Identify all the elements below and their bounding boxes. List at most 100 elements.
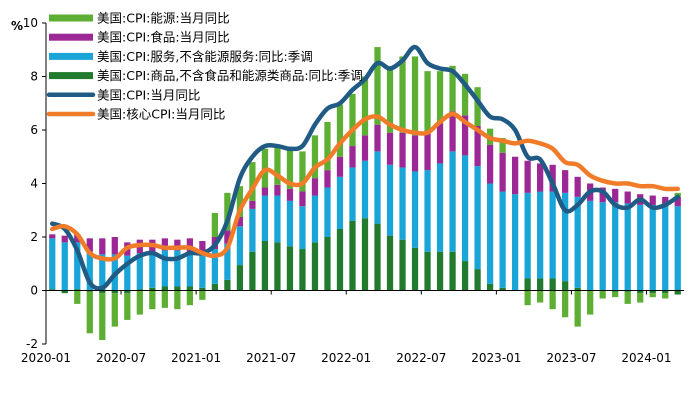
bar-segment [361,76,369,136]
bar-segment [662,293,669,299]
bar-segment [411,56,419,136]
bar-segment [386,68,394,133]
x-tick-label: 2023-01 [471,351,521,365]
legend: 美国:CPI:能源:当月同比美国:CPI:食品:当月同比美国:CPI:服务,不含… [46,11,363,122]
bar-segment [361,218,369,291]
bar-segment [424,71,431,133]
legend-label: 美国:CPI:当月同比 [97,87,200,102]
bar-segment [324,187,331,237]
bar-segment [274,184,281,196]
bar-segment [449,111,456,152]
bar-segment [511,194,519,291]
bar-segment [599,202,606,291]
bar-segment [637,290,644,294]
bar-segment [524,278,531,291]
bar-segment [299,151,306,192]
bar-segment [612,188,619,203]
bar-segment [624,191,631,204]
bar-segment [674,196,681,207]
bar-segment [224,192,231,231]
bar-segment [174,286,181,291]
bar-segment [236,216,244,227]
bar-segment [274,195,281,243]
bar-segment [311,178,319,196]
bar-segment [299,206,306,250]
bar-segment [549,191,556,279]
bar-segment [662,290,669,294]
bar-segment [537,278,544,291]
bar-segment [474,125,481,167]
bar-segment [486,183,494,284]
bar-segment [186,290,193,306]
bar-segment [474,269,481,291]
bar-segment [436,71,444,124]
bar-segment [111,290,118,294]
y-tick-label: 4 [30,177,38,191]
bar-segment [86,251,93,291]
bar-segment [61,290,68,294]
bar-segment [324,237,331,291]
bar-segment [136,253,143,290]
bar-segment [86,291,93,334]
bar-segment [599,290,606,299]
bar-segment [261,195,269,242]
bar-segment [99,254,106,291]
bar-segment [474,166,481,270]
legend-label: 美国:CPI:商品,不含食品和能源类商品:同比:季调 [97,68,363,83]
x-tick-label: 2022-01 [321,351,371,365]
bar-segment [486,283,494,291]
bar-segment [174,290,181,310]
bar-segment [161,250,168,287]
bar-segment [236,265,244,291]
y-axis-unit-label: % [11,19,23,33]
bar-segment [199,253,206,288]
bar-segment [211,249,219,284]
bar-segment [549,278,556,291]
bar-segment [349,146,356,168]
bar-segment [286,150,294,189]
bar-segment [574,176,581,197]
bar-segment [149,287,156,291]
bar-segment [249,200,256,209]
x-tick-label: 2021-01 [171,351,221,365]
bar-segment [311,195,319,243]
bar-segment [461,261,469,291]
bar-segment [336,104,344,157]
bar-segment [461,115,469,156]
y-tick-label: -2 [26,337,38,351]
bar-segment [537,163,544,192]
bar-segment [524,290,531,306]
bar-segment [174,250,181,287]
bar-segment [299,191,306,207]
bar-segment [537,290,544,303]
bar-segment [499,191,506,288]
legend-label: 美国:CPI:能源:当月同比 [97,11,230,26]
bar-segment [186,286,193,291]
bar-segment [649,195,656,205]
bar-segment [299,249,306,291]
bar-segment [411,171,419,248]
legend-label: 美国:CPI:服务,不含能源服务:同比:季调 [97,49,313,64]
bar-segment [374,151,381,224]
bar-segment [374,124,381,152]
y-tick-label: 8 [30,70,38,84]
bar-segment [449,151,456,252]
bar-segment [374,223,381,291]
legend-swatch [49,72,93,80]
bar-segment [511,156,519,195]
bar-segment [599,187,606,203]
bar-segment [211,212,219,237]
bar-segment [662,206,669,291]
bar-segment [99,238,106,255]
bar-segment [286,200,294,247]
bar-segment [574,287,581,291]
bar-segment [399,239,406,291]
bar-segment [261,187,269,196]
bar-segment [99,290,106,294]
bar-segment [349,167,356,221]
bar-segment [612,290,619,292]
legend-label: 美国:CPI:食品:当月同比 [97,30,230,45]
bar-segment [61,235,68,243]
bar-segment [424,170,431,252]
bar-segment [587,200,594,291]
